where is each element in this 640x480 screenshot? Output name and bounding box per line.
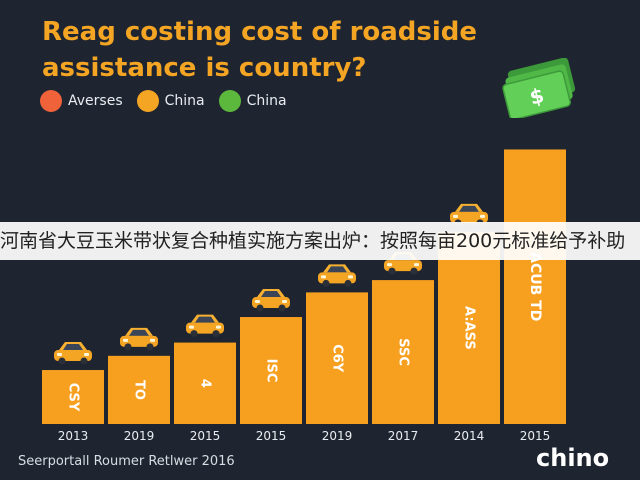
- bar: [438, 231, 500, 424]
- car-window: [327, 266, 347, 273]
- bar: [504, 149, 566, 424]
- car-headlight: [189, 325, 194, 329]
- legend: Averses China China: [40, 90, 287, 112]
- car-window: [63, 344, 83, 351]
- legend-label: Averses: [68, 93, 123, 109]
- x-tick-label: 2015: [520, 429, 551, 443]
- car-wheel: [322, 279, 330, 287]
- bar-label: A:ASS: [462, 306, 477, 350]
- car-icon: [54, 342, 92, 365]
- car-headlight: [150, 338, 155, 342]
- car-wheel: [190, 330, 198, 338]
- legend-label: China: [246, 93, 287, 109]
- bar-label: TO: [132, 380, 147, 400]
- bar-label: 4: [198, 379, 213, 388]
- x-tick-label: 2019: [124, 429, 155, 443]
- car-headlight: [282, 300, 287, 304]
- legend-item-averses: Averses: [40, 90, 123, 112]
- legend-item-china-green: China: [218, 90, 287, 112]
- car-headlight: [387, 263, 392, 267]
- car-headlight: [414, 263, 419, 267]
- car-wheel: [146, 343, 154, 351]
- car-wheel: [58, 357, 66, 365]
- car-wheel: [212, 330, 220, 338]
- car-window: [459, 205, 479, 212]
- car-window: [195, 316, 215, 323]
- bar: [372, 280, 434, 424]
- car-headlight: [123, 338, 128, 342]
- legend-item-china-orange: China: [136, 90, 205, 112]
- legend-dot-green: [218, 90, 241, 112]
- legend-dot-orange-red: [40, 90, 62, 112]
- bar: [42, 370, 104, 424]
- car-wheel: [124, 343, 132, 351]
- car-headlight: [321, 275, 326, 279]
- overlay-banner: 河南省大豆玉米带状复合种植实施方案出炉：按照每亩200元标准给予补助: [0, 222, 640, 260]
- car-headlight: [216, 325, 221, 329]
- x-tick-label: 2019: [322, 429, 353, 443]
- bar-label: ISC: [264, 359, 279, 383]
- legend-label: China: [164, 93, 205, 109]
- bar: [240, 317, 302, 424]
- car-wheel: [388, 267, 396, 275]
- brand-logo: chino: [536, 444, 609, 472]
- bar-label: CSY: [66, 383, 81, 412]
- x-tick-label: 2015: [256, 429, 287, 443]
- bar-label: C6Y: [330, 344, 345, 373]
- car-wheel: [80, 357, 88, 365]
- money-icon: $: [502, 58, 576, 118]
- car-icon: [252, 289, 290, 312]
- legend-dot-orange: [136, 90, 159, 112]
- bar-label: SSC: [396, 338, 411, 366]
- car-wheel: [344, 279, 352, 287]
- bar-label: ACUB TD: [527, 252, 543, 321]
- car-window: [261, 291, 281, 298]
- car-headlight: [57, 353, 62, 357]
- car-headlight: [453, 214, 458, 218]
- bar: [306, 292, 368, 424]
- car-headlight: [348, 275, 353, 279]
- car-icon: [186, 314, 224, 338]
- x-tick-label: 2015: [190, 429, 221, 443]
- bar: [174, 342, 236, 424]
- bar: [108, 355, 170, 424]
- car-icon: [120, 327, 158, 351]
- money-symbol: $: [527, 83, 546, 110]
- car-wheel: [256, 304, 264, 312]
- car-headlight: [84, 353, 89, 357]
- car-headlight: [255, 300, 260, 304]
- footer-source: Seerportall Roumer Retlwer 2016: [18, 454, 235, 469]
- car-icon: [318, 264, 356, 287]
- logo-text: chino: [536, 444, 610, 472]
- car-headlight: [480, 214, 485, 218]
- x-tick-label: 2017: [388, 429, 419, 443]
- car-wheel: [278, 304, 286, 312]
- x-tick-label: 2013: [58, 429, 89, 443]
- chart-title: Reag costing cost of roadside assistance…: [42, 17, 478, 83]
- car-window: [129, 329, 149, 336]
- x-tick-label: 2014: [454, 429, 485, 443]
- car-wheel: [410, 267, 418, 275]
